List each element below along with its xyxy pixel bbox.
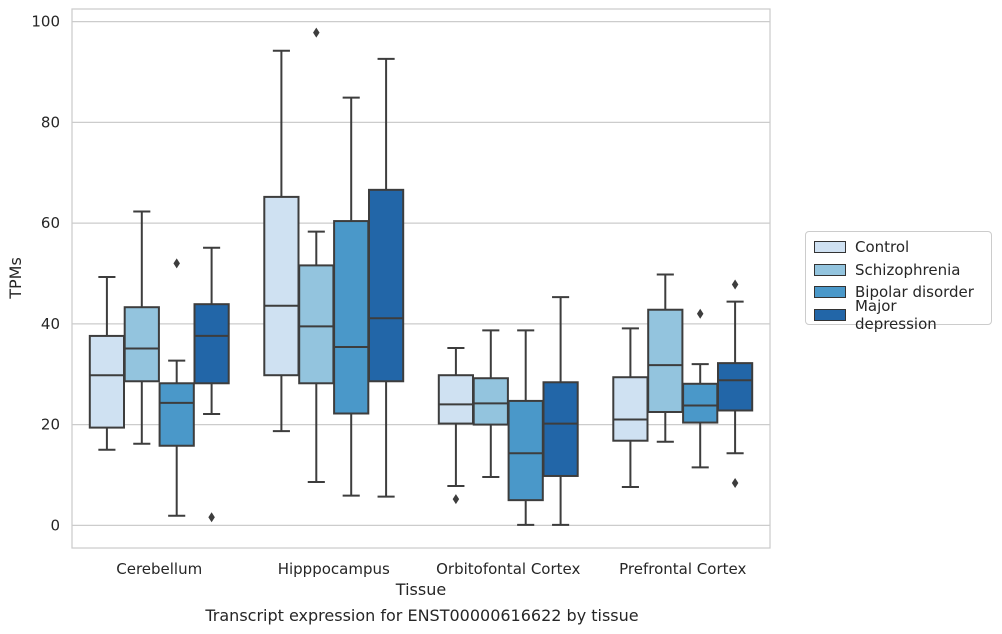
- box-plot: [507, 329, 544, 526]
- outlier-point: [208, 512, 215, 523]
- legend-swatch-control: [814, 241, 846, 254]
- outlier-point: [173, 258, 180, 269]
- y-axis-title: TPMs: [6, 257, 25, 300]
- box: [507, 399, 544, 502]
- outlier-point: [731, 279, 739, 290]
- x-tick-label: Prefrontal Cortex: [619, 560, 746, 578]
- x-tick-labels: Cerebellum Hipppocampus Orbitofontal Corte…: [116, 560, 746, 578]
- legend-swatch-schizophrenia: [814, 263, 846, 276]
- legend-label-major-depression: Major depression: [854, 296, 937, 333]
- box-plot: [647, 273, 684, 443]
- box: [298, 264, 335, 385]
- y-tick-label: 100: [31, 13, 60, 31]
- legend-item-control: Control: [814, 236, 983, 259]
- box-plot: [298, 27, 335, 484]
- box-plots: [88, 27, 754, 526]
- outlier-point: [313, 27, 320, 38]
- box: [612, 376, 649, 442]
- box-plot: [123, 210, 160, 445]
- y-tick-label: 80: [41, 113, 60, 131]
- legend-label-bipolar: Bipolar disorder: [855, 283, 974, 302]
- legend-item-bipolar: Bipolar disorder: [814, 281, 983, 304]
- box: [682, 382, 719, 424]
- x-axis-title: Tissue: [395, 580, 446, 599]
- box: [333, 220, 370, 415]
- plot-frame: [71, 8, 771, 549]
- x-tick-label: Hipppocampus: [278, 560, 390, 578]
- y-tick-label: 0: [50, 516, 60, 534]
- box-plot: [682, 308, 719, 469]
- outlier-point: [452, 494, 460, 505]
- box: [647, 308, 684, 413]
- legend-label-control: Control: [855, 238, 910, 257]
- box: [193, 303, 230, 385]
- legend: Control Schizophrenia Bipolar disorder M…: [805, 231, 992, 333]
- box-plot: [367, 57, 405, 498]
- box-plot: [88, 275, 126, 451]
- y-tick-label: 20: [41, 416, 60, 434]
- box-plot: [333, 96, 370, 497]
- chart-caption: Transcript expression for ENST0000061662…: [205, 606, 639, 625]
- box-plot: [263, 49, 300, 433]
- box: [437, 374, 475, 425]
- box: [367, 188, 405, 383]
- x-tick-label: Cerebellum: [116, 560, 202, 578]
- y-tick-labels: 0 20 40 60 80 100: [31, 13, 60, 535]
- box: [542, 381, 579, 477]
- box-plot: [193, 246, 230, 523]
- box: [716, 362, 754, 412]
- box: [158, 382, 195, 447]
- box-plot: [612, 327, 649, 489]
- legend-label-schizophrenia: Schizophrenia: [855, 260, 961, 279]
- box: [472, 377, 509, 426]
- legend-swatch-major-depression: [814, 308, 846, 321]
- box: [123, 306, 160, 383]
- box-plot: [437, 347, 475, 505]
- outlier-point: [731, 478, 739, 489]
- outlier-point: [696, 308, 704, 319]
- box-plot: [158, 258, 195, 517]
- legend-swatch-bipolar: [814, 286, 846, 299]
- x-tick-label: Orbitofontal Cortex: [436, 560, 580, 578]
- y-tick-label: 60: [41, 214, 60, 232]
- box: [263, 195, 300, 377]
- box: [88, 334, 126, 429]
- legend-item-major-depression: Major depression: [814, 297, 983, 333]
- box-plot: [716, 279, 754, 489]
- legend-item-schizophrenia: Schizophrenia: [814, 259, 983, 282]
- box-plot: [542, 296, 579, 526]
- y-tick-label: 40: [41, 315, 60, 333]
- box-plot: [472, 329, 509, 478]
